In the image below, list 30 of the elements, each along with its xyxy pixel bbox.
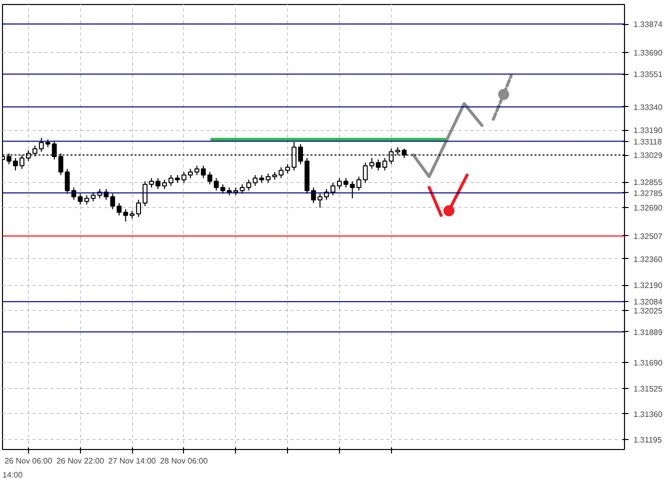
x-tick-label: 26 Nov 06:00 xyxy=(4,456,53,466)
ref-line-label: 1.33029 xyxy=(634,151,663,160)
candlestick xyxy=(84,194,90,206)
y-tick-label: 1.33690 xyxy=(634,48,663,58)
ref-line-label: 1.32084 xyxy=(634,298,663,307)
candlestick xyxy=(240,184,245,194)
candlestick xyxy=(78,193,83,206)
y-tick-label: 1.32855 xyxy=(634,178,663,188)
ref-line-label: 1.33551 xyxy=(634,70,663,80)
x-tick-label: 28 Nov 06:00 xyxy=(160,456,208,466)
text: 14:00 xyxy=(2,470,24,479)
ref-line-label: 1.33118 xyxy=(634,137,662,146)
y-tick-label: 1.31525 xyxy=(634,384,663,394)
x-tick-label: 27 Nov 14:00 xyxy=(108,456,156,466)
ref-line-label: 1.32507 xyxy=(634,232,663,241)
y-tick-label: 1.33190 xyxy=(634,126,663,136)
y-tick-label: 1.32360 xyxy=(634,254,663,264)
y-tick-label: 1.31360 xyxy=(634,410,663,419)
y-tick-label: 1.32025 xyxy=(634,306,663,316)
ref-line-label: 1.33340 xyxy=(634,102,663,112)
ref-line-label: 1.32785 xyxy=(634,188,663,198)
x-tick-label: 26 Nov 22:00 xyxy=(56,456,105,466)
candlestick xyxy=(90,192,96,202)
ref-line-label: 1.31889 xyxy=(634,328,663,337)
y-tick-label: 1.32190 xyxy=(634,281,663,290)
ref-line-label: 1.33874 xyxy=(634,20,663,30)
y-tick-label: 1.32690 xyxy=(634,204,663,213)
y-tick-label: 1.31690 xyxy=(634,358,663,368)
candlestick xyxy=(382,158,388,171)
y-tick-label: 1.31195 xyxy=(634,435,662,444)
